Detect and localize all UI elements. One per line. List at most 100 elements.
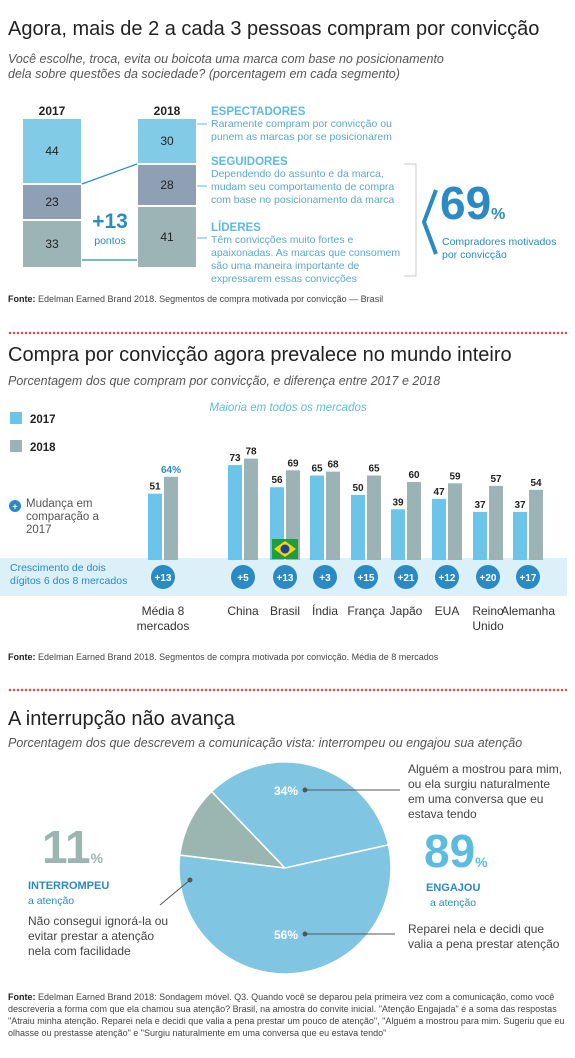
- change-badge-1: [231, 565, 255, 589]
- legend-2018-swatch: [10, 440, 22, 452]
- change-badge-0: [151, 565, 175, 589]
- pie-slice-1: [210, 761, 390, 869]
- left-number: 11%: [42, 822, 103, 883]
- section1-source: Fonte: Edelman Earned Brand 2018. Segmen…: [8, 294, 384, 304]
- category-label-0: Média 8: [142, 604, 185, 618]
- legend-2018-label: 2018: [30, 442, 56, 454]
- left-number-unit: %: [90, 850, 104, 866]
- bar-2017-label-3: 65: [311, 464, 323, 475]
- bar-2017-label-6: 47: [433, 487, 445, 498]
- section2-source: Fonte: Edelman Earned Brand 2018. Segmen…: [8, 652, 439, 662]
- legend-change-plus: +: [12, 502, 17, 512]
- section3-pie: 34% 56%: [159, 761, 400, 975]
- change-badge-label-5: +21: [398, 573, 415, 584]
- segment-2018-seguidores: 28: [137, 164, 197, 206]
- segment-lideres-info: LÍDERES Têm convicções muito fortes e ap…: [211, 222, 406, 286]
- segment-seguidores-info: SEGUIDORES Dependendo do assunto e da ma…: [211, 156, 406, 207]
- bar-2017-label-0: 51: [149, 482, 161, 493]
- bar-2017-0: [148, 493, 162, 560]
- section3-subtitle: Porcentagem dos que descrevem a comunica…: [8, 736, 523, 750]
- change-badge-6: [435, 565, 459, 589]
- brazil-flag-icon: [272, 539, 298, 559]
- change-badge-label-7: +20: [480, 573, 497, 584]
- right-number-unit: %: [475, 854, 488, 870]
- bar-2018-label-0: 64%: [161, 465, 181, 476]
- segment-text: Dependendo do assunto e da marca, mudam …: [211, 168, 395, 206]
- annot-bottom: Reparei nela e decidi que valia a pena p…: [408, 922, 560, 951]
- section3-source: Fonte: Edelman Earned Brand 2018: Sondag…: [8, 992, 565, 1038]
- legend-change-dot: [9, 500, 21, 512]
- pie-label-34: 34%: [274, 784, 298, 798]
- section3-title: A interrupção não avança: [8, 708, 235, 730]
- category-label-7: Reino: [472, 604, 504, 618]
- bar-2018-label-4: 65: [368, 464, 380, 475]
- big-number-label: Compradores motivados por convicção: [442, 236, 557, 261]
- bar-2018-7: [489, 485, 503, 560]
- category-label-1: China: [227, 604, 259, 618]
- bar-2017-7: [473, 511, 487, 560]
- category-label-7: Unido: [472, 619, 504, 633]
- change-badge-label-8: +17: [520, 573, 537, 584]
- bar-2018-0: [164, 476, 178, 560]
- majority-label: Maioria em todos os mercados: [209, 402, 366, 414]
- segment-title: ESPECTADORES: [211, 106, 306, 118]
- category-label-8: Alemanha: [501, 604, 555, 618]
- bar-2017-label-5: 39: [392, 497, 404, 508]
- pie-slices: [178, 761, 392, 975]
- bar-2017-3: [310, 475, 324, 560]
- segment-2017-espectadores: 44: [22, 118, 82, 184]
- category-label-5: Japão: [390, 604, 423, 618]
- change-badge-8: [516, 565, 540, 589]
- year-2017-label: 2017: [38, 104, 66, 118]
- bar-2017-label-8: 37: [514, 500, 526, 511]
- annot-top: Alguém a mostrou para mim, ou ela surgiu…: [408, 762, 563, 821]
- bar-2017-label-2: 56: [271, 475, 283, 486]
- bar-2018-4: [367, 475, 381, 560]
- segment-2017-seguidores: 23: [22, 184, 82, 220]
- change-label: pontos: [94, 235, 126, 247]
- pie-slice-2: [178, 843, 392, 975]
- change-badge-3: [313, 565, 337, 589]
- legend-change-label: Mudança em comparação a 2017: [26, 498, 99, 536]
- bar-2017-4: [351, 495, 365, 560]
- bar-2017-8: [513, 511, 527, 560]
- bar-2018-label-8: 54: [530, 478, 542, 489]
- change-badge-5: [394, 565, 418, 589]
- divider: [8, 331, 567, 335]
- big-number: 69%: [440, 178, 505, 240]
- change-badge-label-0: +13: [155, 573, 172, 584]
- right-number-value: 89: [424, 825, 476, 877]
- section2-title: Compra por convicção agora prevalece no …: [8, 344, 512, 366]
- legend-2017-label: 2017: [30, 414, 56, 426]
- bar-2018-6: [448, 483, 462, 560]
- left-number-value: 11: [42, 821, 91, 873]
- bar-2017-5: [391, 509, 405, 560]
- big-number-value: 69: [440, 177, 492, 229]
- section1-subtitle: Você escolhe, troca, evita ou boicota um…: [8, 52, 444, 81]
- bar-2018-label-1: 78: [245, 447, 257, 458]
- right-title: ENGAJOU: [426, 882, 481, 894]
- bar-2017-1: [228, 465, 242, 560]
- divider: [8, 688, 567, 692]
- segment-espectadores-info: ESPECTADORES Raramente compram por convi…: [211, 106, 406, 144]
- segment-2018-lideres: 41: [137, 206, 197, 268]
- growth-label: Crescimento de dois dígitos 6 dos 8 merc…: [10, 562, 128, 587]
- category-label-3: Índia: [312, 603, 338, 618]
- segment-2017-lideres: 33: [22, 220, 82, 268]
- bar-2017-label-4: 50: [352, 483, 364, 494]
- bar-2018-label-2: 69: [287, 458, 299, 469]
- legend-2017-swatch: [10, 412, 22, 424]
- segment-title: LÍDERES: [211, 222, 261, 234]
- segment-2018-espectadores: 30: [137, 118, 197, 164]
- bar-2017-label-1: 73: [229, 453, 241, 464]
- left-sub: a atenção: [28, 895, 75, 907]
- bar-2018-1: [244, 458, 258, 560]
- bar-2018-2: [286, 470, 300, 560]
- big-number-unit: %: [491, 206, 506, 223]
- section2-chart: Maioria em todos os mercados 2017 2018 +…: [0, 402, 567, 633]
- bar-2018-5: [407, 482, 421, 560]
- change-badge-7: [476, 565, 500, 589]
- segment-title: SEGUIDORES: [211, 156, 288, 168]
- pie-label-56: 56%: [274, 928, 298, 942]
